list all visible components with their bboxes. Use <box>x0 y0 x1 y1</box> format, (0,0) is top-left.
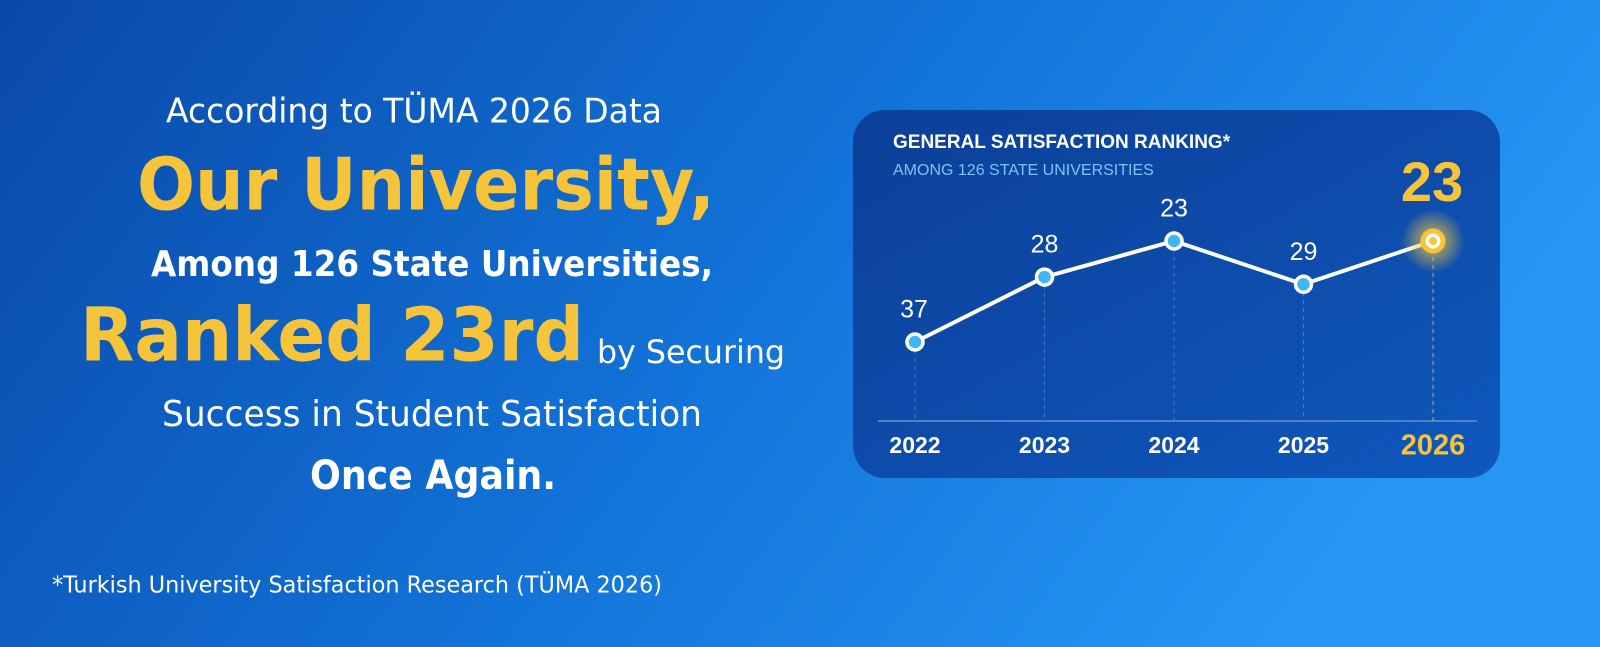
headline-line: Once Again. <box>310 453 556 499</box>
headline-line: Success in Student Satisfaction <box>162 394 702 435</box>
data-point <box>1164 231 1184 251</box>
x-tick-label: 2025 <box>1278 432 1329 458</box>
data-point <box>1293 274 1314 295</box>
data-point-core <box>1429 237 1437 245</box>
value-label: 23 <box>1160 195 1188 223</box>
x-tick-label: 2024 <box>1148 432 1199 458</box>
x-tick-label: 2022 <box>889 432 940 458</box>
footnote: *Turkish University Satisfaction Researc… <box>52 571 662 599</box>
value-label: 29 <box>1290 238 1318 266</box>
headline-line: Among 126 State Universities, <box>151 244 713 285</box>
plot: 37 28 23 29 23 2022 2023 2024 2025 2026 <box>889 150 1465 462</box>
headline-line: by Securing <box>597 333 785 371</box>
headline-emphasis: Ranked 23rd <box>80 293 584 379</box>
data-point <box>1034 267 1055 287</box>
data-point <box>905 332 925 352</box>
chart-card <box>853 110 1500 478</box>
value-label: 28 <box>1031 231 1059 259</box>
x-tick-label: 2023 <box>1019 432 1070 458</box>
chart-subtitle: AMONG 126 STATE UNIVERSITIES <box>893 162 1154 179</box>
intro: According to TÜMA 2026 Data <box>166 91 662 132</box>
chart-title: GENERAL SATISFACTION RANKING* <box>893 132 1231 153</box>
x-tick-label: 2026 <box>1401 430 1466 462</box>
highlight-value: 23 <box>1401 150 1463 213</box>
value-label: 37 <box>900 296 928 324</box>
headline-line: Our University, <box>137 143 715 227</box>
headline: According to TÜMA 2026 Data Our Universi… <box>52 91 785 599</box>
